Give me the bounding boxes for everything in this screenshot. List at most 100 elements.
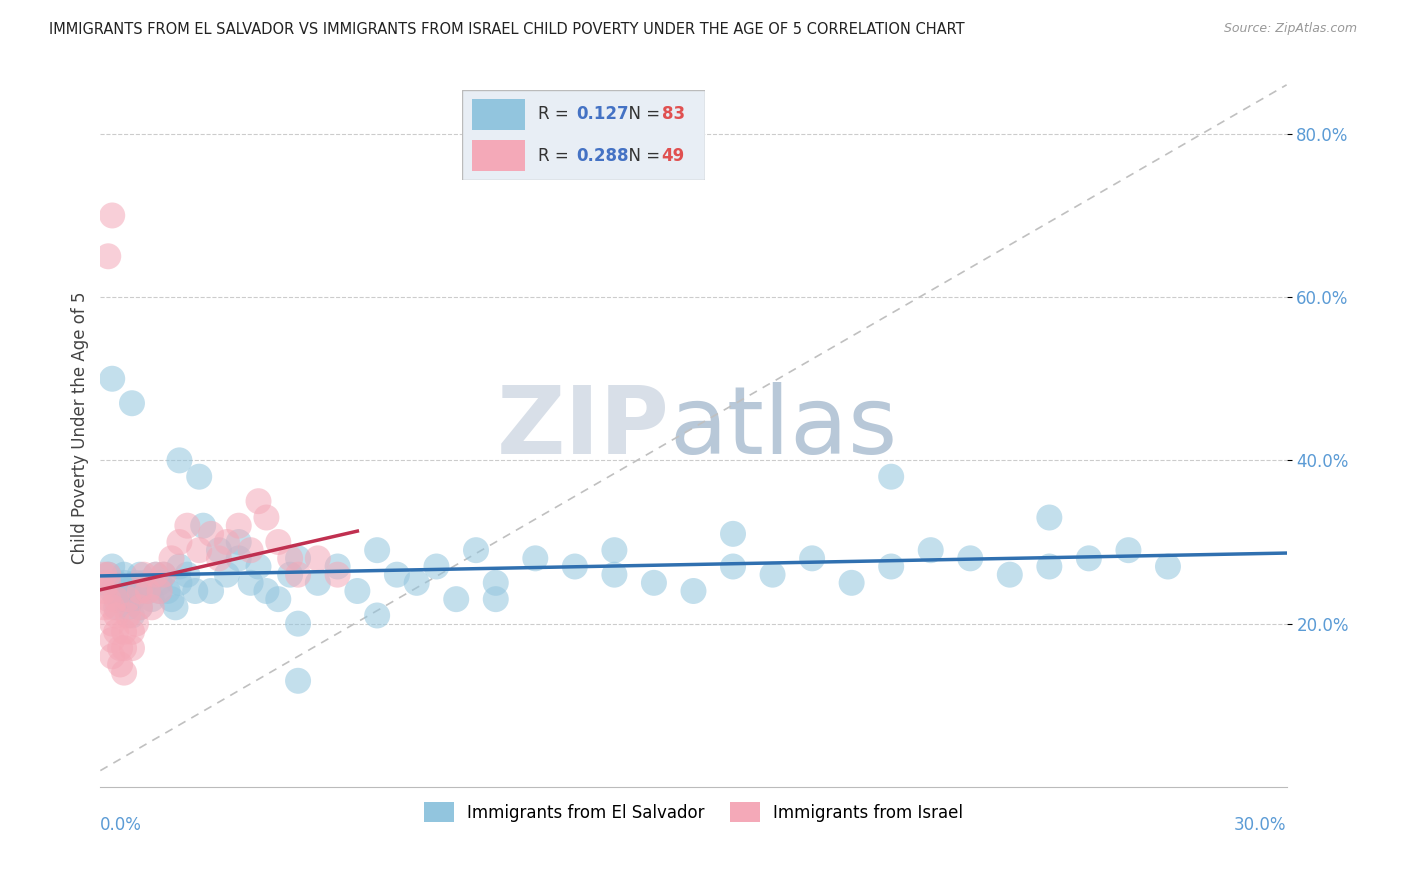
Point xyxy=(920,543,942,558)
Point xyxy=(149,575,172,590)
Text: 0.0%: 0.0% xyxy=(100,815,142,834)
Point xyxy=(254,510,277,524)
Point xyxy=(136,584,159,599)
Point xyxy=(307,575,329,590)
Point xyxy=(128,600,150,615)
Point xyxy=(761,567,783,582)
Point xyxy=(603,567,626,582)
Point xyxy=(105,592,128,607)
Point xyxy=(97,567,120,582)
Point xyxy=(1118,543,1140,558)
Point xyxy=(287,673,309,688)
Point xyxy=(188,543,211,558)
Point xyxy=(101,600,124,615)
Point xyxy=(287,616,309,631)
Point xyxy=(287,551,309,566)
Text: IMMIGRANTS FROM EL SALVADOR VS IMMIGRANTS FROM ISRAEL CHILD POVERTY UNDER THE AG: IMMIGRANTS FROM EL SALVADOR VS IMMIGRANT… xyxy=(49,22,965,37)
Point xyxy=(93,584,115,599)
Point xyxy=(278,567,301,582)
Point xyxy=(160,592,183,607)
Point xyxy=(841,575,863,590)
Point xyxy=(101,559,124,574)
Point xyxy=(444,592,467,607)
Point xyxy=(524,551,547,566)
Point xyxy=(228,518,250,533)
Point xyxy=(125,575,148,590)
Point xyxy=(105,608,128,623)
Point xyxy=(880,559,903,574)
Point xyxy=(326,567,349,582)
Point xyxy=(117,608,139,623)
Point xyxy=(1077,551,1099,566)
Point xyxy=(149,584,172,599)
Point xyxy=(208,551,231,566)
Point xyxy=(101,649,124,664)
Point xyxy=(93,600,115,615)
Point xyxy=(959,551,981,566)
Point xyxy=(169,535,191,549)
Point xyxy=(117,584,139,599)
Point xyxy=(128,567,150,582)
Point xyxy=(215,567,238,582)
Point xyxy=(1038,510,1060,524)
Point xyxy=(239,543,262,558)
Point xyxy=(101,584,124,599)
Point xyxy=(108,641,131,656)
Point xyxy=(425,559,447,574)
Point xyxy=(165,600,187,615)
Point xyxy=(366,608,388,623)
Point xyxy=(149,584,172,599)
Point xyxy=(1038,559,1060,574)
Point xyxy=(188,469,211,483)
Point xyxy=(108,592,131,607)
Point xyxy=(152,567,174,582)
Point xyxy=(128,600,150,615)
Point xyxy=(105,600,128,615)
Text: Source: ZipAtlas.com: Source: ZipAtlas.com xyxy=(1223,22,1357,36)
Point xyxy=(169,559,191,574)
Text: ZIP: ZIP xyxy=(496,382,669,474)
Point xyxy=(998,567,1021,582)
Point xyxy=(145,567,167,582)
Point xyxy=(176,518,198,533)
Point xyxy=(121,641,143,656)
Point xyxy=(880,469,903,483)
Point xyxy=(108,657,131,672)
Point xyxy=(326,559,349,574)
Point xyxy=(97,592,120,607)
Point xyxy=(254,584,277,599)
Point xyxy=(97,575,120,590)
Point xyxy=(141,600,163,615)
Point xyxy=(405,575,427,590)
Point xyxy=(132,575,155,590)
Text: atlas: atlas xyxy=(669,382,898,474)
Text: 30.0%: 30.0% xyxy=(1234,815,1286,834)
Point xyxy=(169,575,191,590)
Point xyxy=(176,567,198,582)
Point xyxy=(184,584,207,599)
Point xyxy=(247,494,270,508)
Point xyxy=(721,559,744,574)
Legend: Immigrants from El Salvador, Immigrants from Israel: Immigrants from El Salvador, Immigrants … xyxy=(418,795,970,829)
Y-axis label: Child Poverty Under the Age of 5: Child Poverty Under the Age of 5 xyxy=(72,292,89,564)
Point xyxy=(121,396,143,410)
Point xyxy=(267,592,290,607)
Point xyxy=(191,518,214,533)
Point xyxy=(385,567,408,582)
Point xyxy=(267,535,290,549)
Point xyxy=(101,209,124,223)
Point xyxy=(112,575,135,590)
Point xyxy=(465,543,488,558)
Point xyxy=(112,665,135,680)
Point xyxy=(200,584,222,599)
Point xyxy=(682,584,704,599)
Point xyxy=(117,592,139,607)
Point xyxy=(564,559,586,574)
Point xyxy=(208,543,231,558)
Point xyxy=(112,641,135,656)
Point xyxy=(215,535,238,549)
Point xyxy=(101,616,124,631)
Point xyxy=(160,551,183,566)
Point xyxy=(108,584,131,599)
Point xyxy=(97,567,120,582)
